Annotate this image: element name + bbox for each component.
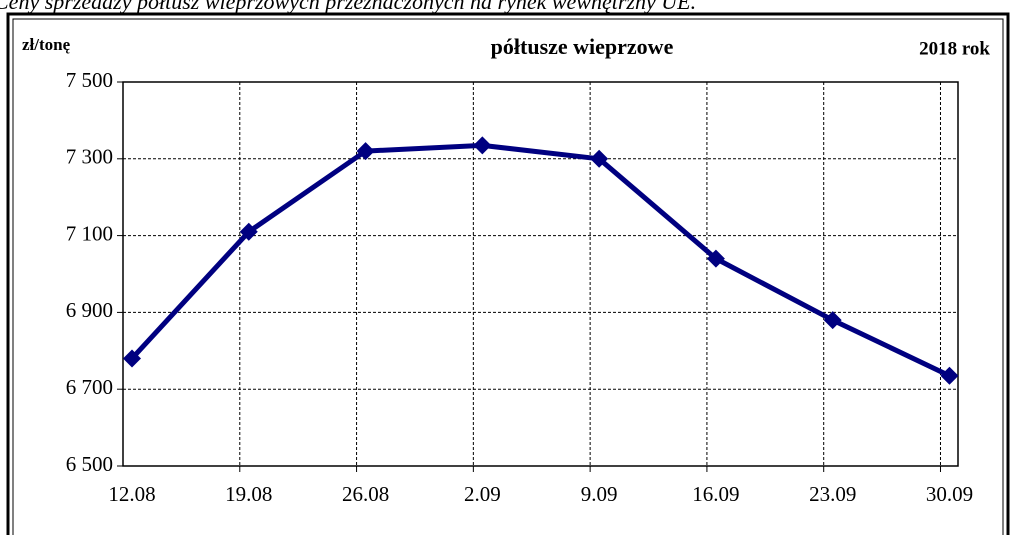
data-point [356,142,375,161]
frame-inner [12,18,1004,535]
x-tick-label: 12.08 [108,482,155,506]
data-point [473,136,492,155]
x-tick-label: 30.09 [926,482,973,506]
y-tick-label: 6 700 [66,375,113,399]
plot-area [122,81,959,467]
y-tick-label: 6 900 [66,298,113,322]
period-label: 2018 rok [919,38,990,59]
series-line [130,142,951,379]
data-point [706,249,725,268]
chart-title: półtusze wieprzowe [491,34,674,59]
data-point [123,349,141,368]
y-tick-label: 6 500 [66,452,113,476]
x-tick-label: 9.09 [581,482,618,506]
y-tick-label: 7 500 [66,68,113,92]
x-tick-label: 16.09 [692,482,739,506]
x-tick-label: 23.09 [809,482,856,506]
data-point [823,311,842,330]
caption: Ceny sprzedaży półtusz wieprzowych przez… [0,0,696,14]
data-point [590,149,609,168]
x-tick-label: 2.09 [464,482,501,506]
y-axis-label: zł/tonę [22,35,71,54]
y-tick-label: 7 100 [66,221,113,245]
data-point [239,222,258,241]
y-tick-label: 7 300 [66,145,113,169]
x-tick-label: 19.08 [225,482,272,506]
x-tick-label: 26.08 [342,482,389,506]
frame [6,12,1010,535]
data-point [940,366,959,385]
